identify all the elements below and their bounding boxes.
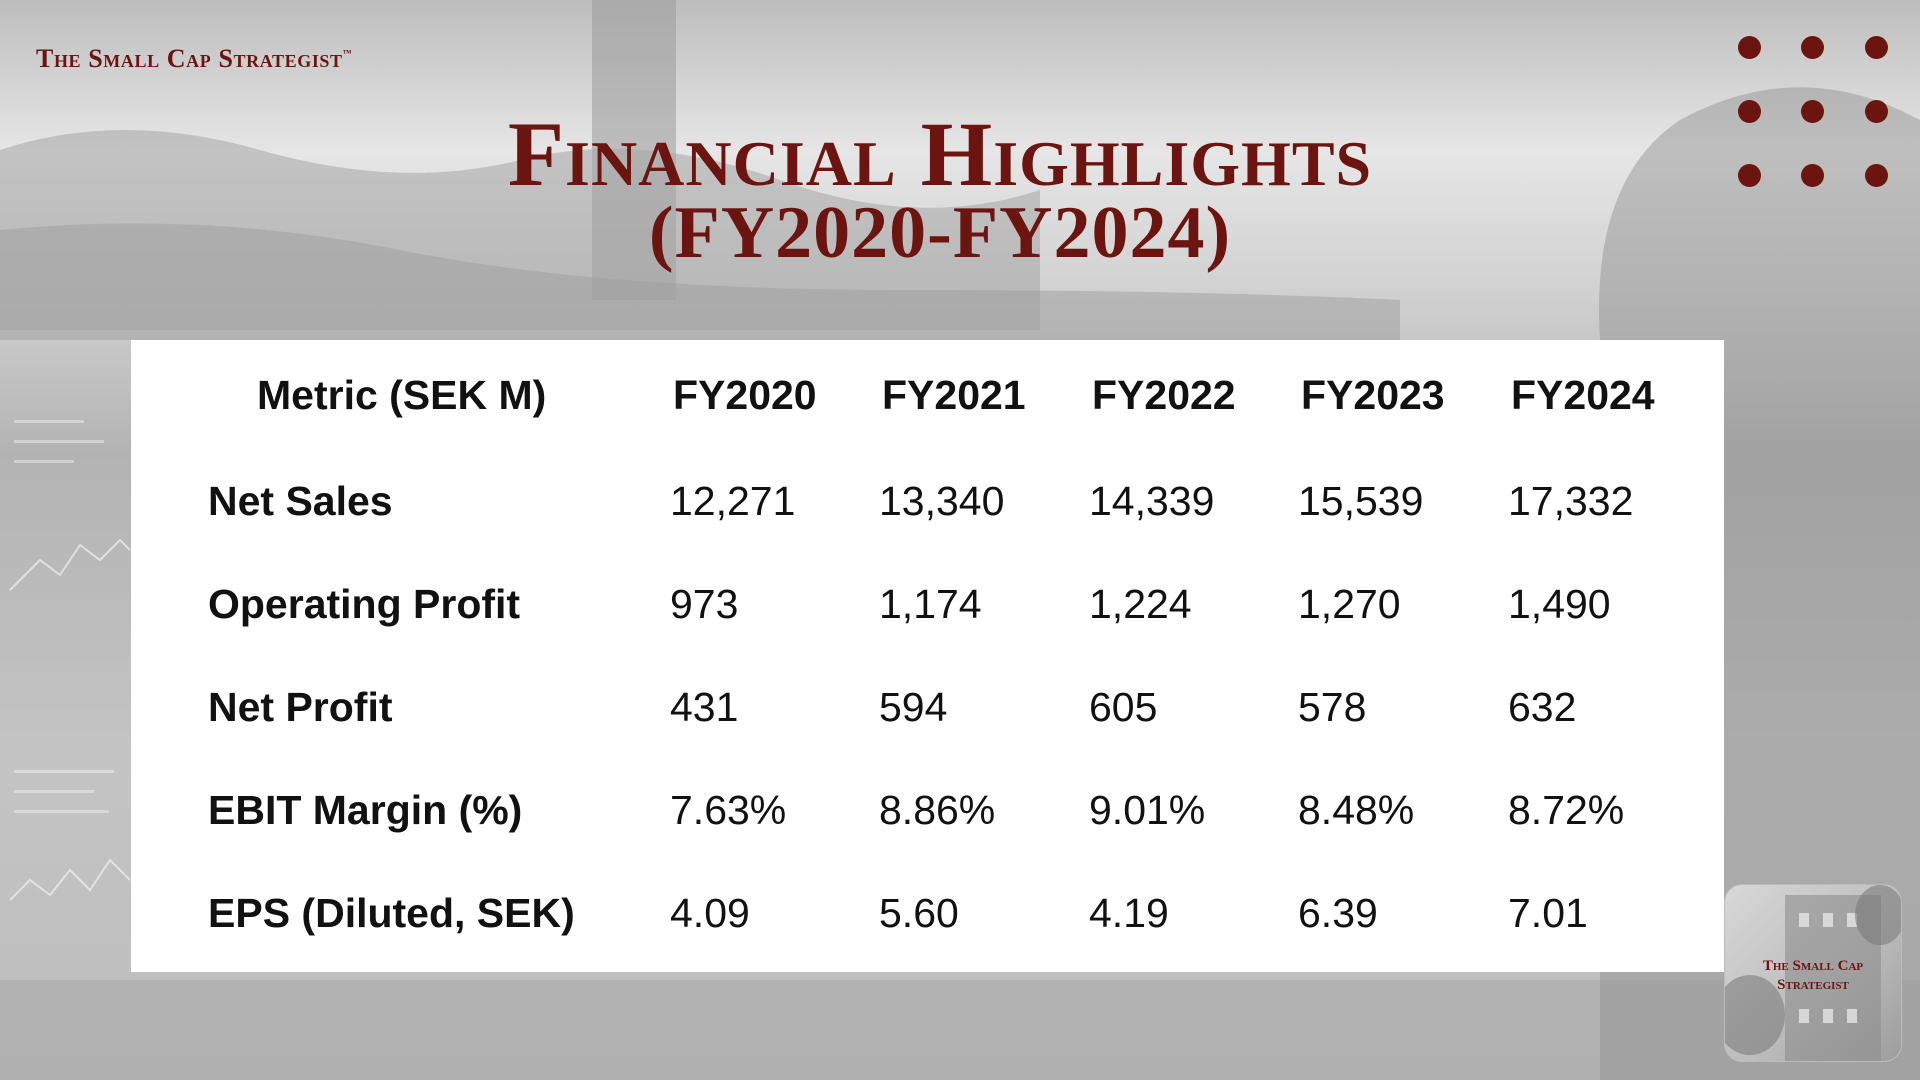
column-header-fy2021: FY2021 [882, 371, 1026, 418]
table-cell: 7.63% [670, 787, 787, 833]
dot [1738, 100, 1761, 123]
brand-text: The Small Cap Strategist [36, 44, 343, 73]
column-header-metric: Metric (SEK M) [257, 371, 547, 418]
row-label: Operating Profit [208, 581, 521, 627]
table-row: Net Sales 12,271 13,340 14,339 15,539 17… [131, 450, 1724, 553]
table-cell: 9.01% [1089, 787, 1206, 833]
table-cell: 8.86% [879, 787, 996, 833]
column-header-fy2023: FY2023 [1301, 371, 1445, 418]
table-cell: 1,174 [879, 581, 982, 627]
row-label: Net Sales [208, 478, 393, 524]
logo-text-line-1: The Small Cap [1762, 958, 1864, 974]
logo-text: The Small Cap Strategist [1725, 957, 1901, 995]
table-cell: 431 [670, 684, 739, 730]
brand-name: The Small Cap Strategist™ [36, 44, 352, 74]
table-cell: 594 [879, 684, 948, 730]
table-cell: 12,271 [670, 478, 796, 524]
table-cell: 15,539 [1298, 478, 1424, 524]
table-cell: 578 [1298, 684, 1367, 730]
dot [1738, 164, 1761, 187]
dot [1801, 164, 1824, 187]
logo-text-line-2: Strategist [1777, 977, 1849, 993]
dot [1865, 164, 1888, 187]
brand-logo: The Small Cap Strategist [1724, 884, 1902, 1062]
dot [1801, 36, 1824, 59]
table-row: EPS (Diluted, SEK) 4.09 5.60 4.19 6.39 7… [131, 862, 1724, 965]
table-cell: 8.72% [1508, 787, 1625, 833]
table-cell: 605 [1089, 684, 1158, 730]
table-cell: 1,270 [1298, 581, 1401, 627]
table-cell: 8.48% [1298, 787, 1415, 833]
dot [1738, 36, 1761, 59]
table-cell: 632 [1508, 684, 1577, 730]
column-header-fy2022: FY2022 [1092, 371, 1236, 418]
title-line-1: Financial Highlights [507, 103, 1373, 205]
row-label: EBIT Margin (%) [208, 787, 523, 833]
page-title: Financial Highlights (FY2020-FY2024) [0, 108, 1880, 270]
table-header-row: Metric (SEK M) FY2020 FY2021 FY2022 FY20… [131, 340, 1724, 450]
table-row: EBIT Margin (%) 7.63% 8.86% 9.01% 8.48% … [131, 759, 1724, 862]
row-label: EPS (Diluted, SEK) [208, 890, 575, 936]
table-cell: 4.09 [670, 890, 750, 936]
table-cell: 17,332 [1508, 478, 1634, 524]
financial-table-panel: Metric (SEK M) FY2020 FY2021 FY2022 FY20… [131, 340, 1724, 972]
title-line-2: (FY2020-FY2024) [648, 192, 1232, 274]
table-cell: 1,490 [1508, 581, 1611, 627]
table-row: Net Profit 431 594 605 578 632 [131, 656, 1724, 759]
column-header-fy2024: FY2024 [1511, 371, 1655, 418]
row-label: Net Profit [208, 684, 393, 730]
trademark-symbol: ™ [342, 48, 353, 58]
dot [1865, 100, 1888, 123]
table-cell: 7.01 [1508, 890, 1588, 936]
decorative-dot-grid [1738, 36, 1908, 196]
financial-table: Metric (SEK M) FY2020 FY2021 FY2022 FY20… [131, 340, 1724, 965]
table-cell: 4.19 [1089, 890, 1169, 936]
table-cell: 5.60 [879, 890, 959, 936]
table-cell: 13,340 [879, 478, 1005, 524]
table-cell: 1,224 [1089, 581, 1192, 627]
dot [1865, 36, 1888, 59]
table-row: Operating Profit 973 1,174 1,224 1,270 1… [131, 553, 1724, 656]
table-cell: 14,339 [1089, 478, 1215, 524]
column-header-fy2020: FY2020 [673, 371, 817, 418]
dot [1801, 100, 1824, 123]
table-cell: 973 [670, 581, 739, 627]
table-cell: 6.39 [1298, 890, 1378, 936]
